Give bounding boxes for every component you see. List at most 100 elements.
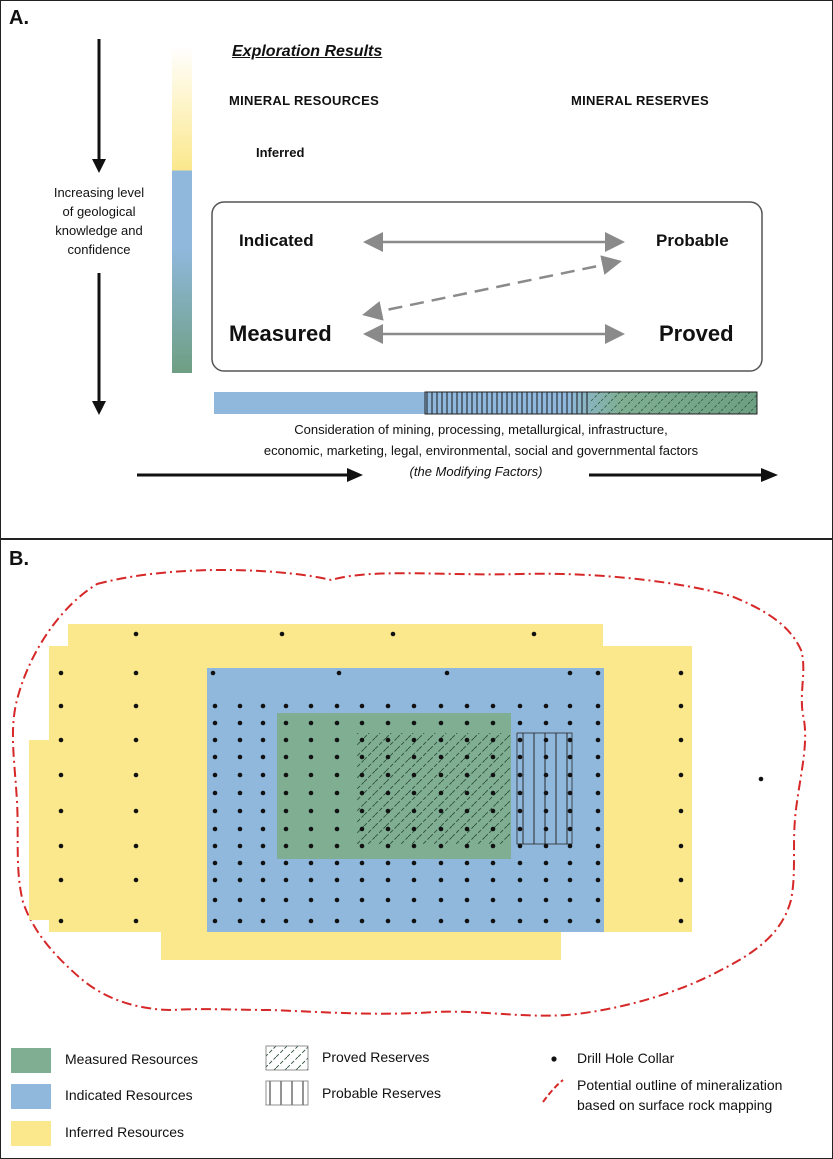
drill-hole-collar	[260, 918, 266, 924]
drill-hole-collar	[438, 897, 444, 903]
drill-hole-collar	[678, 703, 684, 709]
drill-hole-collar	[464, 918, 470, 924]
drill-hole-collar	[385, 808, 391, 814]
drill-hole-collar	[411, 860, 417, 866]
drill-hole-collar	[543, 808, 549, 814]
drill-hole-collar	[438, 737, 444, 743]
drill-hole-collar	[308, 772, 314, 778]
drill-hole-collar	[212, 843, 218, 849]
drill-hole-collar	[464, 720, 470, 726]
drill-hole-collar	[260, 877, 266, 883]
drill-hole-collar	[411, 754, 417, 760]
drill-hole-collar	[490, 772, 496, 778]
modifying-factors-line-2: economic, marketing, legal, environmenta…	[263, 443, 699, 458]
drill-hole-collar	[543, 790, 549, 796]
drill-hole-collar	[359, 808, 365, 814]
drill-hole-collar	[385, 737, 391, 743]
drill-hole-collar	[237, 877, 243, 883]
drill-hole-collar	[385, 790, 391, 796]
drill-hole-collar	[567, 790, 573, 796]
drill-hole-collar	[490, 737, 496, 743]
drill-hole-collar	[411, 843, 417, 849]
drill-hole-collar	[517, 897, 523, 903]
drill-hole-collar	[283, 808, 289, 814]
drill-hole-collar	[334, 754, 340, 760]
drill-hole-collar	[543, 772, 549, 778]
drill-hole-collar	[212, 720, 218, 726]
drill-hole-collar	[283, 790, 289, 796]
drill-hole-collar	[490, 918, 496, 924]
drill-hole-collar	[260, 826, 266, 832]
drill-hole-collar	[595, 754, 601, 760]
drill-hole-collar	[517, 843, 523, 849]
drill-hole-collar	[490, 826, 496, 832]
drill-hole-collar	[359, 918, 365, 924]
drill-hole-collar	[237, 703, 243, 709]
drill-hole-collar	[678, 737, 684, 743]
drill-hole-collar	[517, 918, 523, 924]
drill-hole-collar	[237, 843, 243, 849]
drill-hole-collar	[464, 754, 470, 760]
legend-indicated-label: Indicated Resources	[65, 1087, 193, 1103]
drill-hole-collar	[260, 790, 266, 796]
drill-hole-collar	[237, 826, 243, 832]
drill-hole-collar	[237, 897, 243, 903]
drill-hole-collar	[308, 808, 314, 814]
drill-hole-collar	[438, 860, 444, 866]
drill-hole-collar	[334, 720, 340, 726]
drill-hole-collar	[308, 754, 314, 760]
drill-hole-collar	[308, 843, 314, 849]
modifying-bar-vertical-hatch	[425, 392, 590, 414]
drill-hole-collar	[308, 918, 314, 924]
confidence-axis-line-4: confidence	[67, 242, 131, 257]
drill-hole-collar	[567, 703, 573, 709]
drill-hole-collar	[212, 877, 218, 883]
probable-label: Probable	[656, 231, 729, 250]
drill-hole-collar	[237, 720, 243, 726]
drill-hole-collar	[385, 897, 391, 903]
drill-hole-collar	[283, 720, 289, 726]
drill-hole-collar	[283, 918, 289, 924]
drill-hole-collar	[678, 918, 684, 924]
drill-hole-collar	[543, 877, 549, 883]
drill-hole-collar	[517, 737, 523, 743]
drill-hole-collar	[58, 843, 64, 849]
drill-hole-collar	[334, 772, 340, 778]
drill-hole-collar	[678, 877, 684, 883]
drill-hole-collar	[58, 918, 64, 924]
panel-a: A.	[0, 0, 833, 539]
drill-hole-collar	[334, 877, 340, 883]
drill-hole-collar	[385, 918, 391, 924]
drill-hole-collar	[438, 772, 444, 778]
drill-hole-collar	[595, 670, 601, 676]
drill-hole-collar	[336, 670, 342, 676]
drill-hole-collar	[359, 737, 365, 743]
drill-hole-collar	[212, 897, 218, 903]
drill-hole-collar	[595, 772, 601, 778]
drill-hole-collar	[411, 918, 417, 924]
drill-hole-collar	[567, 670, 573, 676]
drill-hole-collar	[438, 826, 444, 832]
drill-hole-collar	[543, 737, 549, 743]
drill-hole-collar	[490, 897, 496, 903]
drill-hole-collar	[133, 631, 139, 637]
confidence-axis-line-1: Increasing level	[53, 185, 145, 200]
drill-hole-collar	[438, 918, 444, 924]
modifying-factors-line-1: Consideration of mining, processing, met…	[294, 422, 668, 437]
drill-hole-collar	[133, 772, 139, 778]
drill-hole-collar	[283, 737, 289, 743]
drill-hole-collar	[411, 897, 417, 903]
drill-hole-collar	[438, 754, 444, 760]
drill-hole-collar	[464, 860, 470, 866]
drill-hole-collar	[283, 897, 289, 903]
drill-hole-collar	[595, 897, 601, 903]
drill-hole-collar	[359, 860, 365, 866]
drill-hole-collar	[260, 843, 266, 849]
drill-hole-collar	[567, 826, 573, 832]
drill-hole-collar	[567, 860, 573, 866]
drill-hole-collar	[595, 808, 601, 814]
probable-reserves-area	[517, 733, 572, 844]
measured-label: Measured	[229, 321, 332, 346]
drill-hole-collar	[212, 737, 218, 743]
drill-hole-collar	[543, 860, 549, 866]
